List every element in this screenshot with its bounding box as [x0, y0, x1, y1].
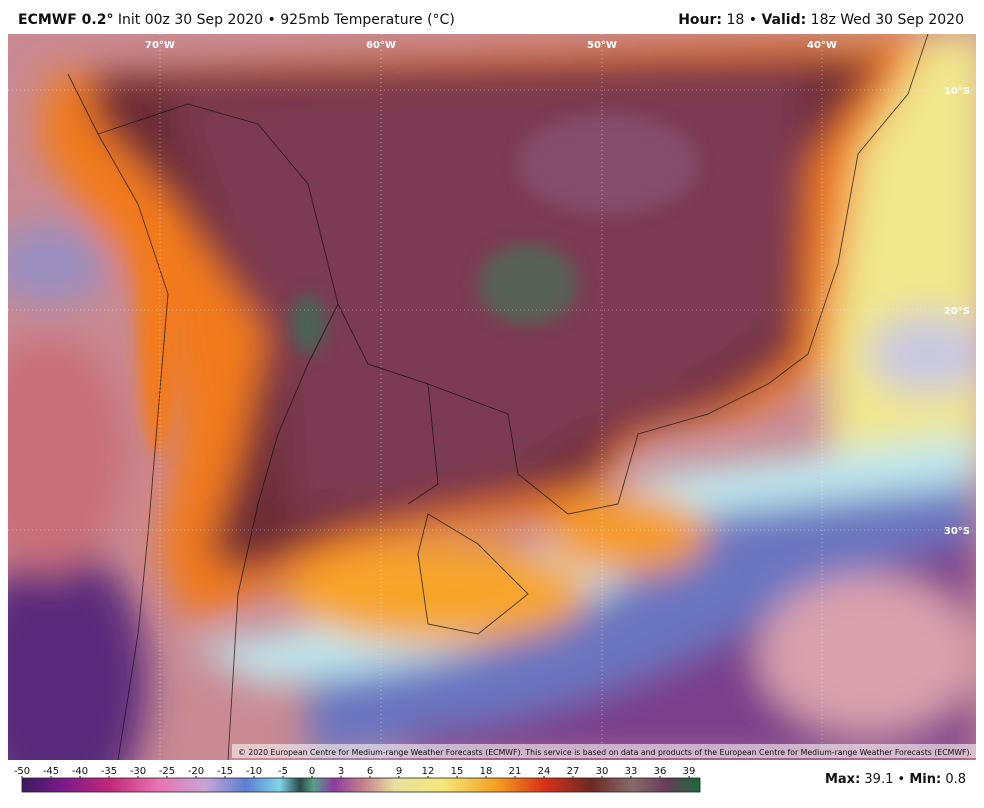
- colorbar-label: 33: [625, 766, 638, 777]
- separator: •: [897, 772, 906, 787]
- header-right: Hour: 18 • Valid: 18z Wed 30 Sep 2020: [678, 12, 964, 28]
- credit-bg: [232, 744, 976, 758]
- hour-label: Hour:: [678, 12, 723, 28]
- colorbar-label: 24: [538, 766, 551, 777]
- colorbar-label: 39: [683, 766, 696, 777]
- header-left: ECMWF 0.2° Init 00z 30 Sep 2020 • 925mb …: [18, 12, 455, 28]
- colorbar-label: 27: [567, 766, 580, 777]
- lon-label: 50°W: [587, 40, 617, 51]
- temperature-field: [8, 34, 976, 760]
- lat-label: 20°S: [944, 306, 970, 317]
- separator: •: [267, 12, 276, 28]
- lon-label: 40°W: [807, 40, 837, 51]
- lon-label: 60°W: [366, 40, 396, 51]
- colorbar-label: -15: [217, 766, 233, 777]
- colorbar-label: 12: [422, 766, 435, 777]
- hour: 18: [726, 12, 745, 28]
- field: 925mb Temperature (°C): [280, 12, 455, 28]
- colorbar-label: 18: [480, 766, 493, 777]
- colorbar-label: -50: [14, 766, 30, 777]
- model: ECMWF 0.2°: [18, 12, 114, 28]
- lat-label: 30°S: [944, 526, 970, 537]
- lon-label: 70°W: [145, 40, 175, 51]
- credit: © 2020 European Centre for Medium-range …: [238, 748, 972, 757]
- colorbar-label: -10: [246, 766, 262, 777]
- lat-label: 10°S: [944, 86, 970, 97]
- max: 39.1: [864, 772, 894, 787]
- footer: Max: 39.1 • Min: 0.8: [825, 772, 966, 787]
- colorbar-label: -35: [101, 766, 117, 777]
- init: Init 00z 30 Sep 2020: [117, 12, 264, 28]
- borders: [67, 34, 929, 760]
- colorbar-label: 3: [338, 766, 344, 777]
- colorbar-ramp: [21, 777, 701, 793]
- max-label: Max:: [824, 772, 861, 787]
- valid: 18z Wed 30 Sep 2020: [810, 12, 964, 28]
- colorbar-label: 36: [654, 766, 667, 777]
- colorbar-label: -25: [159, 766, 175, 777]
- colorbar-label: -5: [278, 766, 288, 777]
- min: 0.8: [945, 772, 966, 787]
- colorbar-label: 15: [451, 766, 464, 777]
- colorbar-label: 0: [309, 766, 315, 777]
- valid-label: Valid:: [761, 12, 807, 28]
- colorbar-label: -30: [130, 766, 146, 777]
- map: 70°W 60°W 50°W 40°W 10°S 20°S 30°S © 2020 Europ…: [8, 34, 976, 760]
- colorbar-label: -45: [43, 766, 59, 777]
- header: ECMWF 0.2° Init 00z 30 Sep 2020 • 925mb …: [8, 10, 968, 32]
- colorbar-label: 30: [596, 766, 609, 777]
- separator: •: [748, 12, 758, 28]
- colorbar-label: 9: [396, 766, 402, 777]
- colorbar-label: 6: [367, 766, 373, 777]
- colorbar-label: 21: [509, 766, 522, 777]
- colorbar-label: -40: [72, 766, 88, 777]
- colorbar: -50 -45 -40 -35 -30 -25 -20 -15 -10 -5 0 3 6 9 12 15 18 2…: [14, 766, 701, 793]
- min-label: Min:: [909, 772, 942, 787]
- colorbar-label: -20: [188, 766, 204, 777]
